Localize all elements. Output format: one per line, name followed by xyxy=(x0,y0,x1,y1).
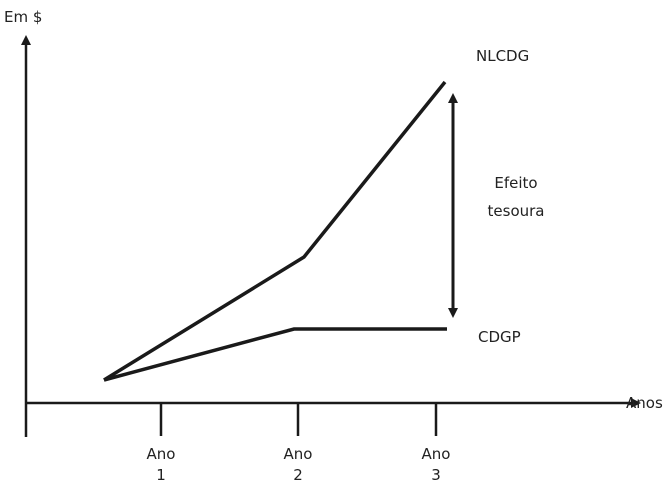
cdgp-line xyxy=(103,327,447,382)
scissor-effect-label-line2: tesoura xyxy=(488,202,545,220)
scissor-effect-label-line1: Efeito xyxy=(494,174,537,192)
x-tick-label-1-line2: 1 xyxy=(156,466,166,484)
x-tick-label-2-line2: 2 xyxy=(293,466,303,484)
cdgp-label: CDGP xyxy=(478,328,521,346)
x-tick-label-3-line2: 3 xyxy=(431,466,441,484)
nlcdg-label: NLCDG xyxy=(476,47,529,65)
x-tick-label-1-line1: Ano xyxy=(147,445,176,463)
y-axis-label: Em $ xyxy=(4,8,42,26)
x-tick-label-3-line1: Ano xyxy=(422,445,451,463)
x-tick-label-2-line1: Ano xyxy=(284,445,313,463)
x-axis-label: Anos xyxy=(626,394,663,412)
nlcdg-line xyxy=(103,80,447,382)
